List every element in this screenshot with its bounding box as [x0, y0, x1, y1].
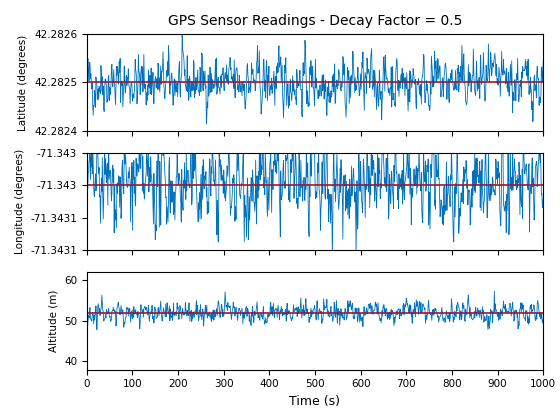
Y-axis label: Altitude (m): Altitude (m): [48, 289, 58, 352]
Y-axis label: Longitude (degrees): Longitude (degrees): [15, 149, 25, 254]
Title: GPS Sensor Readings - Decay Factor = 0.5: GPS Sensor Readings - Decay Factor = 0.5: [168, 14, 462, 28]
Y-axis label: Latitude (degrees): Latitude (degrees): [18, 34, 29, 131]
X-axis label: Time (s): Time (s): [290, 395, 340, 408]
